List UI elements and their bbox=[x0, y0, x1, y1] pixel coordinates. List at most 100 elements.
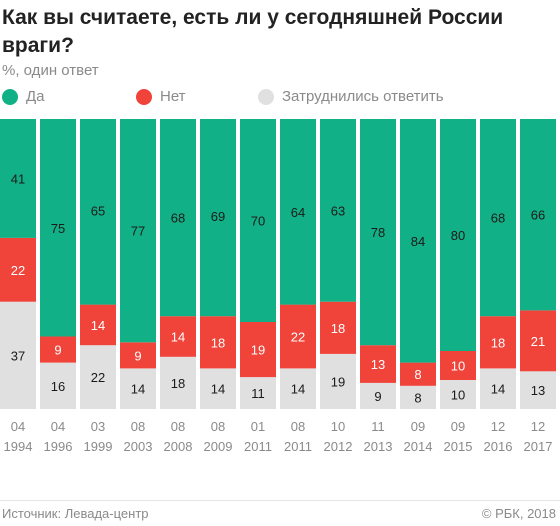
x-tick-month: 12 bbox=[491, 419, 505, 434]
x-tick-month: 09 bbox=[411, 419, 425, 434]
x-tick-month: 08 bbox=[131, 419, 145, 434]
bar-segment-yes bbox=[480, 119, 516, 317]
x-tick-year: 2009 bbox=[204, 439, 233, 454]
data-label-hard: 22 bbox=[91, 370, 105, 385]
data-label-yes: 66 bbox=[531, 208, 545, 223]
bar-segment-no bbox=[200, 316, 236, 369]
bar-segment-hard bbox=[120, 368, 156, 409]
data-label-no: 8 bbox=[414, 367, 421, 382]
data-label-yes: 77 bbox=[131, 224, 145, 239]
x-tick-year: 1996 bbox=[44, 439, 73, 454]
bar-segment-no bbox=[240, 322, 276, 378]
x-tick-month: 11 bbox=[371, 419, 385, 434]
data-label-yes: 68 bbox=[171, 211, 185, 226]
bar-segment-hard bbox=[160, 356, 196, 409]
bar-segment-hard bbox=[520, 371, 556, 409]
x-tick-year: 2016 bbox=[484, 439, 513, 454]
bar-segment-yes bbox=[240, 119, 276, 322]
data-label-no: 9 bbox=[54, 343, 61, 358]
stacked-bar-chart: 37 22 41 04 1994 16 9 75 04 1996 22 14 65 03 1999 14 9 77… bbox=[0, 119, 556, 454]
x-tick-year: 2015 bbox=[444, 439, 473, 454]
bar-segment-hard bbox=[440, 380, 476, 409]
bar-segment-no bbox=[480, 316, 516, 369]
bar-segment-no bbox=[360, 345, 396, 383]
x-tick-year: 2012 bbox=[324, 439, 353, 454]
bar-segment-yes bbox=[160, 119, 196, 317]
data-label-hard: 10 bbox=[451, 388, 465, 403]
bar-segment-no bbox=[320, 301, 356, 354]
bar-segment-yes bbox=[280, 119, 316, 305]
bar-segment-no bbox=[80, 304, 116, 346]
data-label-yes: 63 bbox=[331, 203, 345, 218]
x-tick-month: 08 bbox=[211, 419, 225, 434]
data-label-no: 19 bbox=[251, 343, 265, 358]
bar-segment-yes bbox=[360, 119, 396, 346]
copyright-note: © РБК, 2018 bbox=[481, 506, 556, 521]
bar-segment-yes bbox=[0, 119, 36, 238]
data-label-no: 10 bbox=[451, 359, 465, 374]
data-label-no: 22 bbox=[291, 330, 305, 345]
x-tick-year: 1994 bbox=[4, 439, 33, 454]
bar-segment-yes bbox=[320, 119, 356, 302]
source-note: Источник: Левада-центр bbox=[2, 506, 149, 521]
data-label-yes: 70 bbox=[251, 214, 265, 229]
bar-segment-no bbox=[0, 237, 36, 302]
x-tick-month: 09 bbox=[451, 419, 465, 434]
legend-item-hard: Затруднились ответить bbox=[258, 88, 444, 105]
legend-hard-dot-icon bbox=[258, 88, 274, 105]
legend-yes-dot-icon bbox=[2, 88, 18, 105]
legend-no-label: Нет bbox=[160, 88, 186, 105]
bar-segment-no bbox=[280, 304, 316, 369]
bar-segment-no bbox=[400, 362, 436, 386]
bar-segment-no bbox=[440, 351, 476, 380]
data-label-hard: 14 bbox=[211, 382, 225, 397]
legend-hard-label: Затруднились ответить bbox=[282, 88, 444, 105]
data-label-no: 14 bbox=[91, 318, 105, 333]
bar-segment-hard bbox=[200, 368, 236, 409]
chart-title: Как вы считаете, есть ли у сегодняшней Р… bbox=[2, 6, 504, 57]
bar-segment-yes bbox=[40, 119, 76, 337]
bar-segment-hard bbox=[80, 345, 116, 409]
bar-segment-yes bbox=[120, 119, 156, 343]
x-tick-month: 10 bbox=[331, 419, 345, 434]
x-tick-month: 08 bbox=[171, 419, 185, 434]
bar-segment-yes bbox=[400, 119, 436, 363]
data-label-no: 18 bbox=[331, 321, 345, 336]
bar-segment-no bbox=[40, 336, 76, 363]
data-label-hard: 9 bbox=[374, 389, 381, 404]
data-label-hard: 13 bbox=[531, 383, 545, 398]
x-tick-year: 2017 bbox=[524, 439, 553, 454]
data-label-hard: 8 bbox=[414, 390, 421, 405]
data-label-yes: 80 bbox=[451, 228, 465, 243]
chart-subtitle: %, один ответ bbox=[2, 62, 99, 79]
data-label-yes: 65 bbox=[91, 203, 105, 218]
data-label-no: 18 bbox=[211, 335, 225, 350]
bar-segment-hard bbox=[40, 362, 76, 409]
data-label-no: 18 bbox=[491, 335, 505, 350]
bar-segment-hard bbox=[360, 382, 396, 409]
footer-divider bbox=[0, 500, 560, 501]
data-label-hard: 18 bbox=[171, 376, 185, 391]
data-label-yes: 69 bbox=[211, 209, 225, 224]
x-tick-year: 2013 bbox=[364, 439, 393, 454]
legend-item-no: Нет bbox=[136, 88, 186, 105]
legend-item-yes: Да bbox=[2, 88, 45, 105]
bar-segment-yes bbox=[200, 119, 236, 317]
legend-yes-label: Да bbox=[26, 88, 45, 105]
data-label-yes: 41 bbox=[11, 171, 25, 186]
legend-no-dot-icon bbox=[136, 88, 152, 105]
bar-segment-hard bbox=[280, 368, 316, 409]
x-tick-month: 04 bbox=[11, 419, 25, 434]
bar-segment-no bbox=[120, 342, 156, 369]
data-label-no: 22 bbox=[11, 263, 25, 278]
bar-segment-hard bbox=[480, 368, 516, 409]
bar-segment-hard bbox=[0, 301, 36, 409]
bar-segment-hard bbox=[240, 377, 276, 409]
bar-segment-hard bbox=[320, 353, 356, 409]
bar-segment-no bbox=[160, 316, 196, 357]
x-tick-year: 2008 bbox=[164, 439, 193, 454]
data-label-yes: 64 bbox=[291, 205, 305, 220]
x-tick-year: 2011 bbox=[244, 439, 272, 454]
x-tick-month: 08 bbox=[291, 419, 305, 434]
data-label-no: 9 bbox=[134, 348, 141, 363]
